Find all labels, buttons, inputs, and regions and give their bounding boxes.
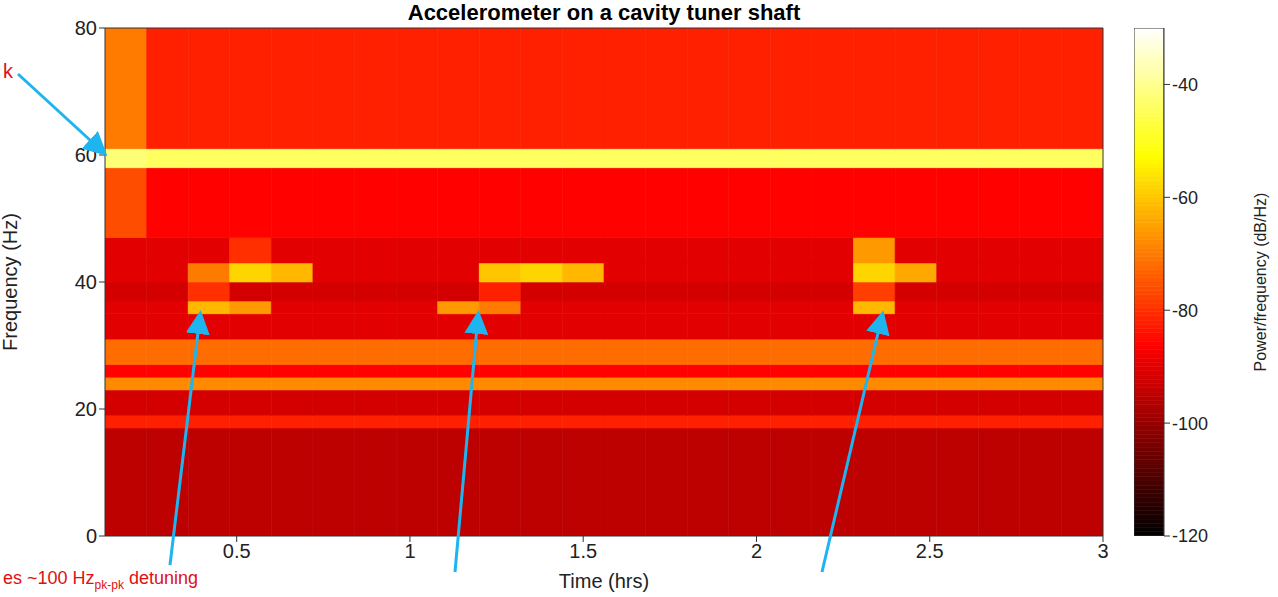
svg-text:Frequency (Hz): Frequency (Hz) [0, 213, 21, 351]
svg-text:60: 60 [75, 144, 97, 166]
svg-text:-100: -100 [1172, 414, 1208, 434]
svg-text:2: 2 [751, 540, 762, 562]
svg-text:3: 3 [1097, 540, 1108, 562]
svg-text:2.5: 2.5 [916, 540, 944, 562]
svg-text:0.5: 0.5 [223, 540, 251, 562]
svg-text:20: 20 [75, 398, 97, 420]
svg-text:-120: -120 [1172, 526, 1208, 546]
svg-text:-80: -80 [1172, 301, 1198, 321]
svg-text:-60: -60 [1172, 188, 1198, 208]
svg-text:1: 1 [404, 540, 415, 562]
svg-text:80: 80 [75, 17, 97, 39]
svg-text:Time (hrs): Time (hrs) [559, 570, 649, 592]
svg-text:Power/frequency (dB/Hz): Power/frequency (dB/Hz) [1252, 193, 1269, 372]
svg-text:0: 0 [86, 525, 97, 547]
svg-text:1.5: 1.5 [569, 540, 597, 562]
svg-text:-40: -40 [1172, 75, 1198, 95]
svg-text:40: 40 [75, 271, 97, 293]
html-text:es ~100 Hzpk-pkdetuning: es ~100 Hzpk-pkdetuning [3, 568, 198, 592]
html-text:Accelerometer on a cavity tune: Accelerometer on a cavity tuner shaft [407, 0, 801, 25]
html-text:k: k [3, 60, 13, 82]
